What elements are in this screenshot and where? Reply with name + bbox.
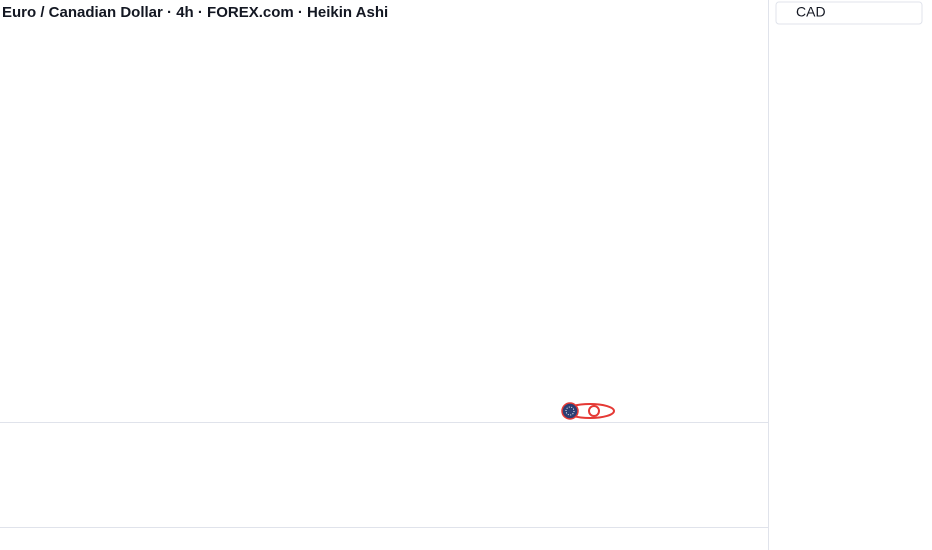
chart-title: Euro / Canadian Dollar · 4h · FOREX.com … [2, 4, 388, 21]
currency-box[interactable] [775, 1, 923, 25]
broker-logo [561, 402, 615, 420]
currency-unit[interactable]: CAD [796, 4, 826, 20]
